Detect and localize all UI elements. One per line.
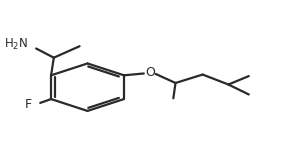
Text: F: F — [25, 98, 32, 111]
Text: O: O — [145, 66, 155, 79]
Text: H$_2$N: H$_2$N — [4, 37, 28, 52]
